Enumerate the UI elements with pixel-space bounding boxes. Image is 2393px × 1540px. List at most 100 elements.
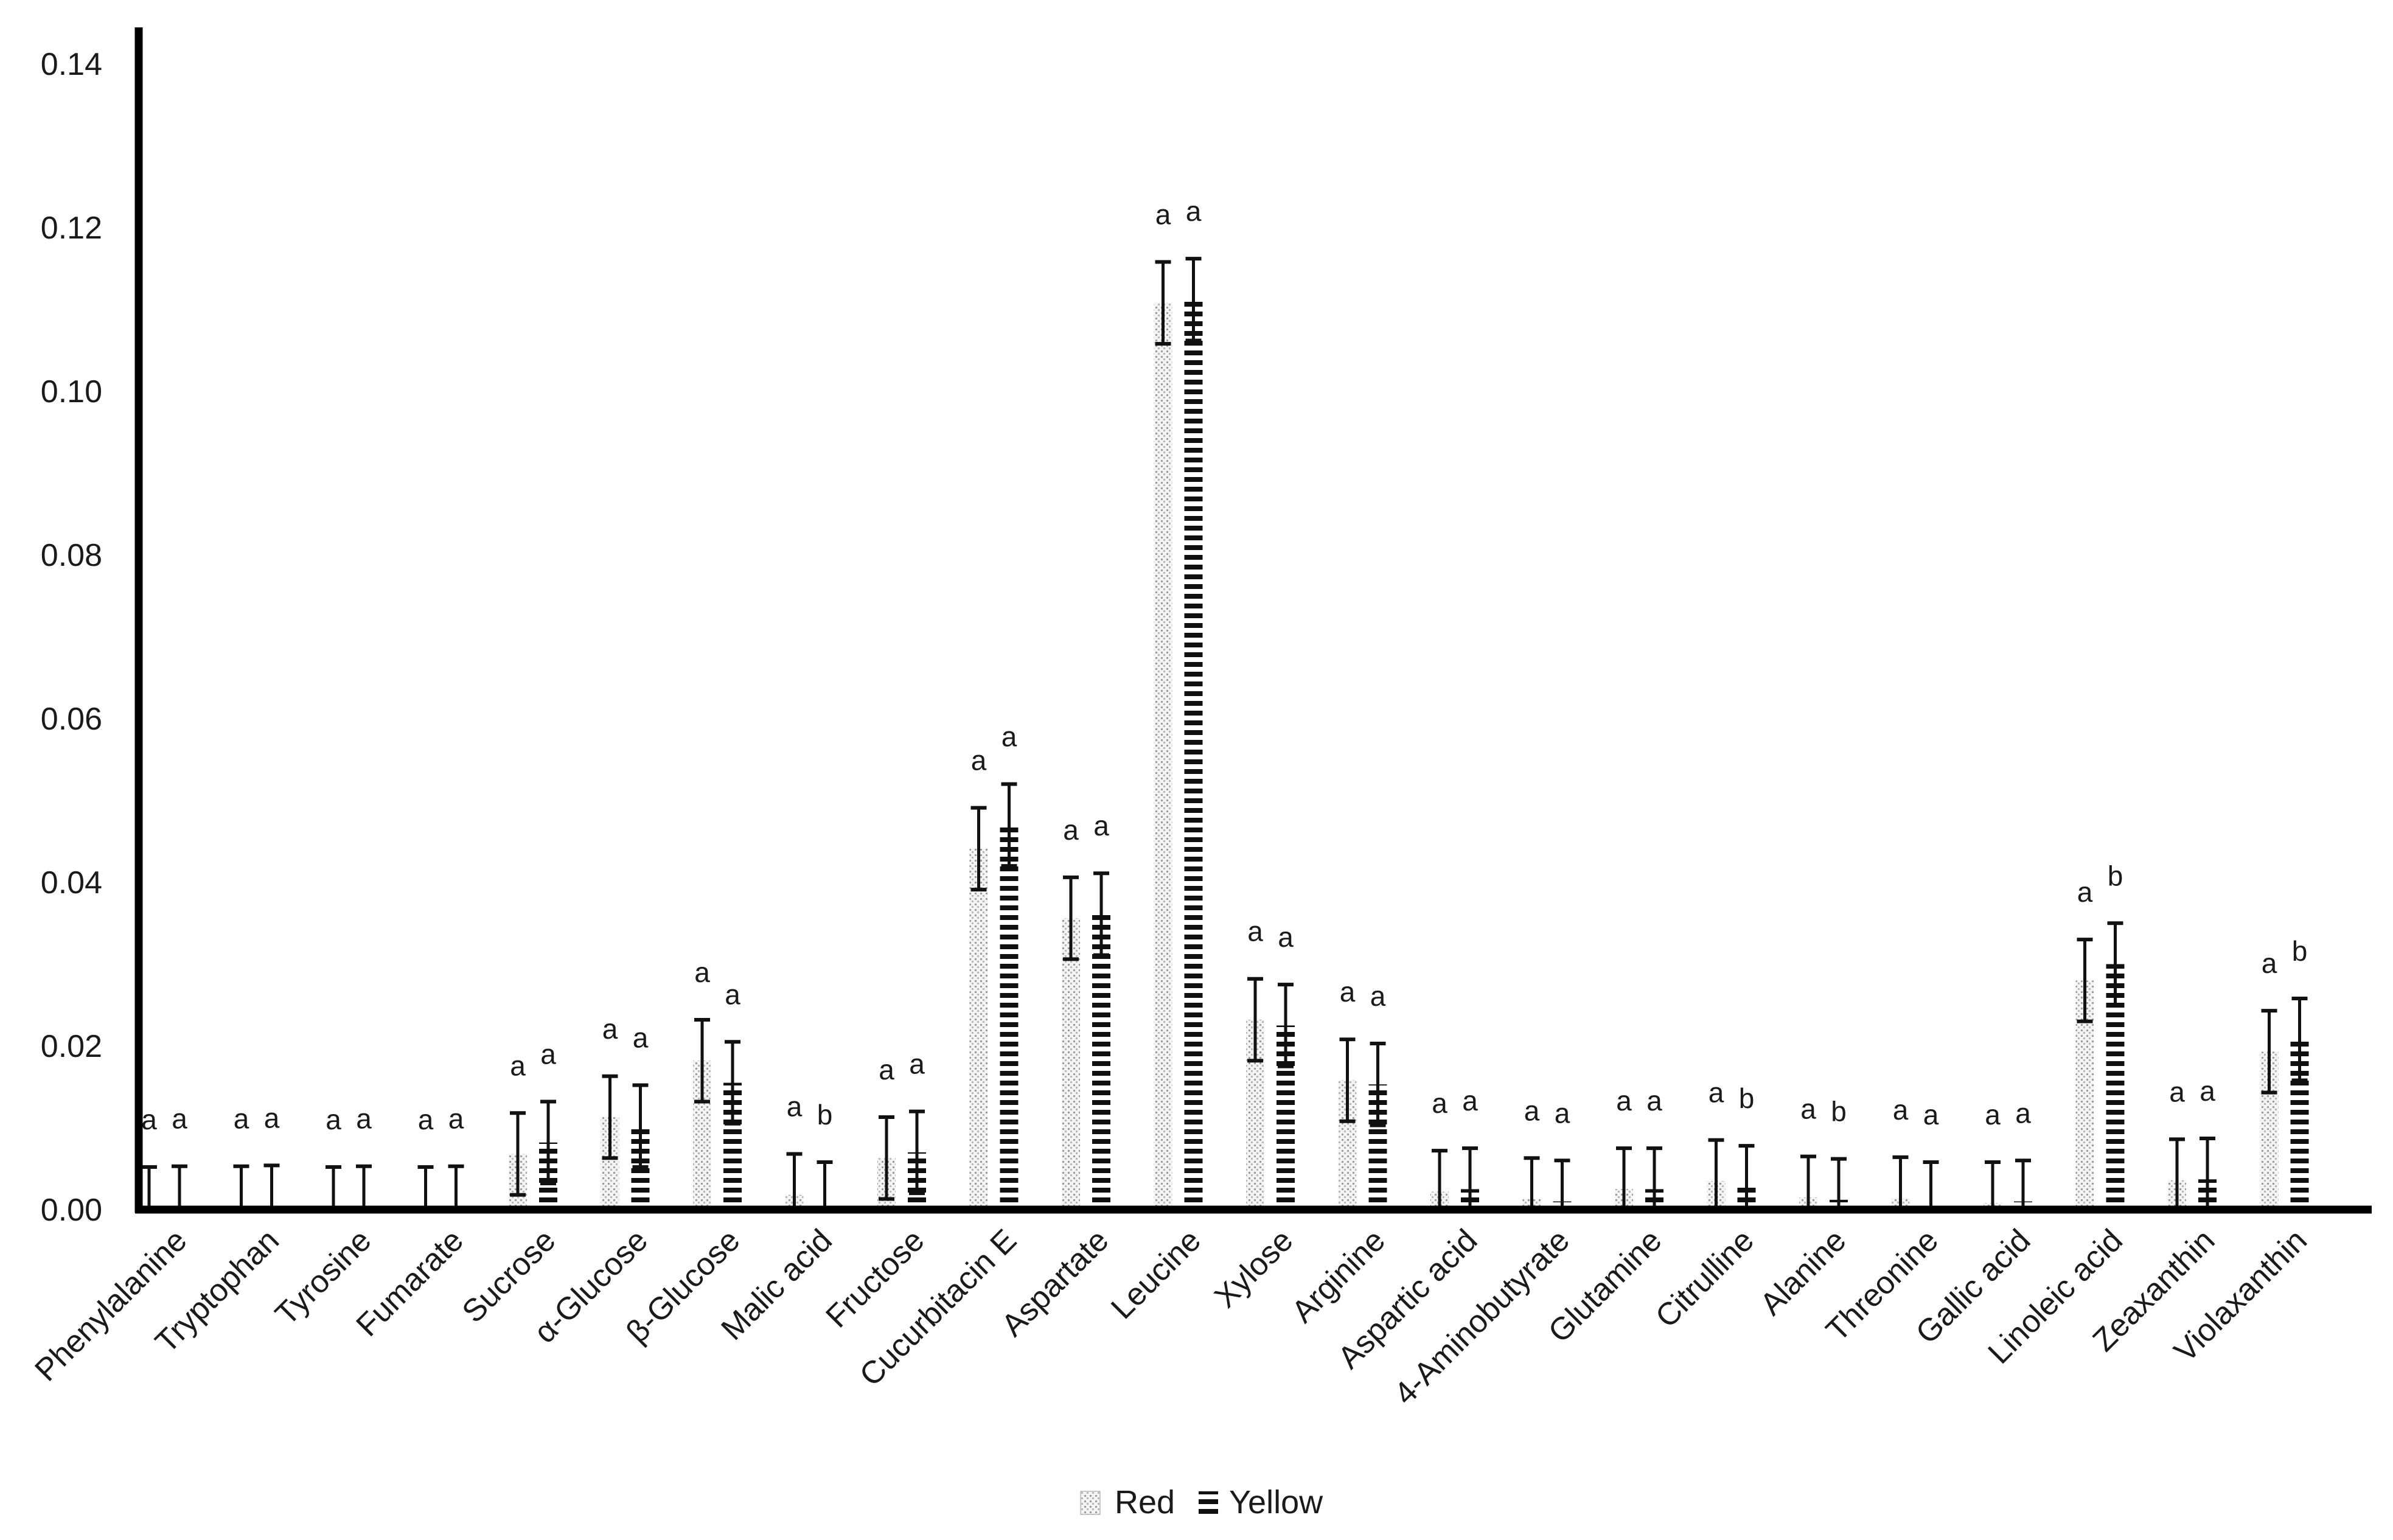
error-bar (417, 1165, 434, 1208)
legend-swatch-red (1080, 1491, 1101, 1515)
error-bar (786, 1152, 803, 1208)
error-bar (632, 1083, 649, 1169)
significance-letter: a (1893, 1094, 1909, 1126)
significance-letter: b (2292, 935, 2308, 967)
error-bar (1462, 1146, 1478, 1208)
error-bar (1093, 871, 1109, 957)
significance-letter: a (1524, 1095, 1540, 1126)
x-tick-label: Cucurbitacin E (853, 1222, 1023, 1393)
significance-letter: a (725, 978, 740, 1010)
significance-letter: a (448, 1103, 464, 1135)
x-tick-label: Citrulline (1649, 1222, 1761, 1334)
error-bar (1185, 257, 1202, 343)
error-bar (970, 806, 987, 892)
significance-letter: a (1370, 980, 1386, 1012)
significance-letter: a (1709, 1077, 1724, 1109)
significance-letter: a (540, 1038, 556, 1070)
error-bar (2261, 1009, 2277, 1095)
error-bar (602, 1074, 618, 1160)
y-tick-label: 0.00 (41, 1193, 102, 1228)
error-bar (1738, 1144, 1755, 1208)
error-bar (172, 1164, 187, 1208)
error-bar (1063, 875, 1079, 961)
significance-letter: a (971, 745, 987, 776)
bar-yellow (1000, 824, 1019, 1210)
y-tick-label: 0.04 (41, 865, 102, 901)
error-bar (725, 1040, 740, 1126)
error-bar (1800, 1154, 1816, 1208)
significance-letter: a (694, 956, 710, 988)
significance-letter: a (1063, 814, 1079, 846)
error-bar (540, 1099, 556, 1185)
error-bar (817, 1160, 833, 1208)
error-bar (1370, 1041, 1386, 1127)
error-bar (326, 1165, 341, 1208)
error-bar (1001, 782, 1017, 868)
error-bar (2077, 938, 2093, 1023)
bar-red (1154, 302, 1172, 1210)
significance-letter: a (2077, 876, 2093, 908)
error-bar (2169, 1137, 2185, 1208)
error-bar (1432, 1149, 1447, 1208)
significance-letter: b (2108, 860, 2123, 891)
significance-letter: a (172, 1103, 187, 1135)
legend-label-red: Red (1115, 1484, 1175, 1521)
error-bar (1923, 1160, 1939, 1208)
legend-label-yellow: Yellow (1229, 1484, 1323, 1521)
significance-letter: a (909, 1048, 925, 1080)
error-bar (356, 1164, 372, 1208)
error-bar (2200, 1136, 2215, 1208)
error-bar (1616, 1146, 1632, 1208)
significance-letter: a (2169, 1076, 2185, 1107)
x-tick-label: Xylose (1208, 1222, 1300, 1314)
significance-letter: b (817, 1099, 833, 1131)
significance-letter: a (1462, 1085, 1478, 1117)
error-bar (879, 1115, 894, 1201)
error-bar (2015, 1158, 2031, 1208)
significance-letter: a (602, 1013, 618, 1045)
significance-letter: a (1616, 1085, 1632, 1117)
error-bars (141, 257, 2308, 1208)
bar-red (969, 848, 988, 1210)
significance-letter: a (356, 1103, 372, 1135)
significance-letter: a (1985, 1099, 2001, 1131)
error-bar (263, 1163, 280, 1208)
significance-letter: a (1247, 916, 1263, 947)
x-tick-label: Phenylalanine (28, 1222, 193, 1388)
significance-letter: a (264, 1102, 280, 1134)
significance-letter: a (1155, 198, 1171, 230)
significance-letter: a (633, 1022, 649, 1054)
y-tick-label: 0.14 (41, 47, 102, 82)
significance-letter: a (1093, 810, 1109, 841)
significance-letter: a (1340, 976, 1356, 1008)
significance-letter: a (1923, 1099, 1939, 1131)
significance-letter: a (234, 1103, 249, 1135)
y-axis-ticks: 0.00 0.02 0.04 0.06 0.08 0.10 0.12 0.14 (41, 47, 102, 1228)
error-bar (141, 1165, 157, 1208)
y-tick-label: 0.12 (41, 211, 102, 246)
legend-swatch-yellow (1199, 1491, 1218, 1514)
significance-letter: a (1800, 1093, 1816, 1125)
significance-letter: a (1432, 1087, 1447, 1119)
error-bar (233, 1164, 249, 1208)
significance-letter: a (326, 1104, 341, 1135)
significance-letter: a (2200, 1075, 2215, 1107)
y-tick-label: 0.06 (41, 702, 102, 737)
error-bar (1708, 1138, 1724, 1208)
error-bar (1831, 1157, 1847, 1208)
bars (140, 299, 2309, 1210)
error-bar (1339, 1037, 1356, 1123)
error-bar (1247, 977, 1263, 1063)
error-bar (1985, 1160, 2001, 1208)
y-tick-label: 0.02 (41, 1029, 102, 1064)
significance-letter: b (1831, 1096, 1847, 1127)
significance-letter: a (1555, 1097, 1570, 1129)
significance-letter: a (1001, 721, 1017, 753)
y-tick-label: 0.10 (41, 374, 102, 409)
bar-yellow (1092, 914, 1110, 1210)
significance-letter: a (1186, 195, 1202, 227)
significance-letter: a (787, 1091, 803, 1123)
error-bar (448, 1164, 464, 1208)
